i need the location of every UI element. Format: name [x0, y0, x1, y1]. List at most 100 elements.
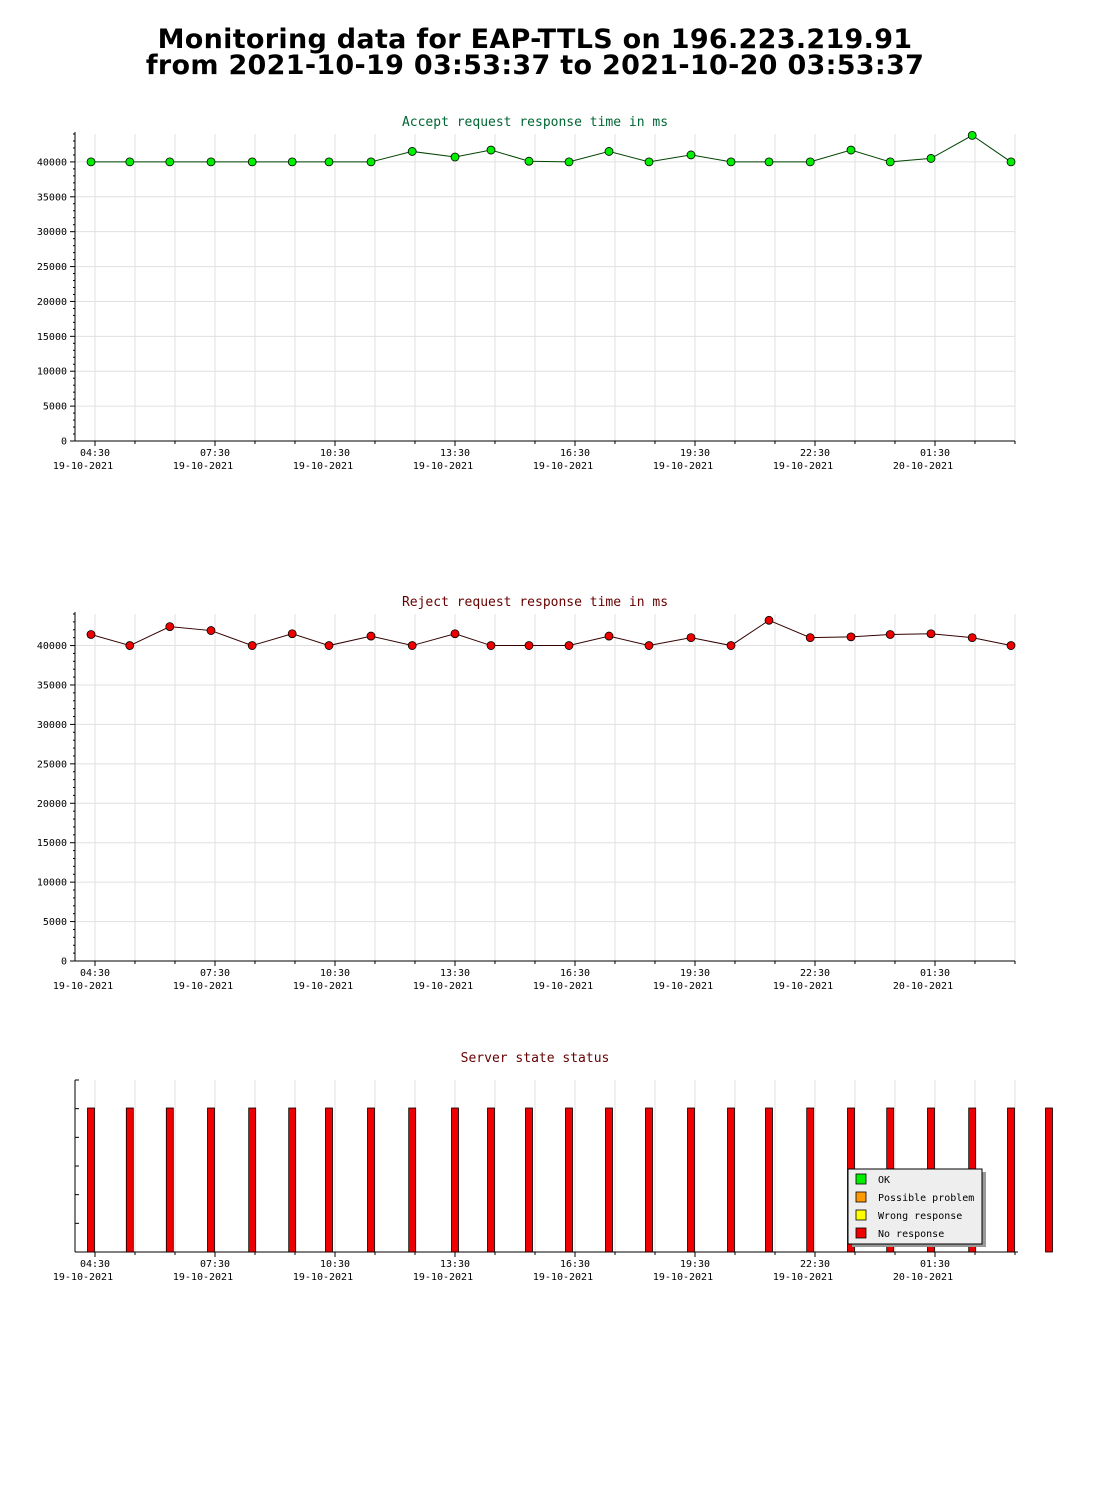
reject-data-point	[366, 631, 376, 641]
reject-x-tick-date: 19-10-2021	[293, 981, 353, 992]
status-bar	[525, 1107, 533, 1253]
reject-x-tick-time: 13:30	[440, 968, 470, 979]
status-bar	[687, 1107, 695, 1253]
reject-data-point	[604, 631, 614, 641]
reject-data-point	[926, 629, 936, 639]
status-bar	[1045, 1107, 1053, 1253]
accept-y-tick-label: 25000	[37, 262, 67, 273]
status-x-tick-date: 19-10-2021	[293, 1272, 353, 1283]
status-bar	[1007, 1107, 1015, 1253]
reject-y-tick-label: 40000	[37, 641, 67, 652]
accept-data-point	[686, 150, 696, 160]
legend-swatch	[855, 1209, 867, 1221]
reject-data-point	[764, 615, 774, 625]
reject-data-point	[86, 630, 96, 639]
accept-data-point	[366, 157, 376, 167]
accept-data-point	[564, 157, 574, 167]
status-x-tick-date: 19-10-2021	[413, 1272, 473, 1283]
status-x-tick-time: 22:30	[800, 1259, 830, 1270]
accept-x-tick-date: 19-10-2021	[773, 461, 833, 472]
status-bar	[451, 1107, 459, 1253]
legend-box	[847, 1168, 983, 1245]
reject-x-tick-time: 16:30	[560, 968, 590, 979]
status-bar	[248, 1107, 257, 1253]
accept-y-tick-label: 0	[61, 437, 67, 448]
reject-data-point	[524, 641, 534, 650]
legend-label: No response	[878, 1229, 944, 1240]
reject-data-point	[686, 633, 696, 643]
page-title-line-2: from 2021-10-19 03:53:37 to 2021-10-20 0…	[145, 50, 925, 81]
accept-x-tick-time: 04:30	[80, 448, 110, 459]
reject-x-tick-time: 10:30	[320, 968, 350, 979]
reject-y-tick-label: 15000	[37, 838, 67, 849]
reject-data-point	[644, 641, 654, 650]
reject-data-point	[885, 630, 895, 639]
accept-x-tick-date: 19-10-2021	[413, 461, 473, 472]
reject-data-point	[726, 641, 736, 650]
status-bar	[645, 1107, 653, 1253]
status-bar	[367, 1107, 375, 1253]
legend-label: Possible problem	[878, 1193, 974, 1204]
reject-x-tick-date: 19-10-2021	[53, 981, 113, 992]
accept-data-point	[885, 157, 895, 167]
status-x-tick-date: 20-10-2021	[893, 1272, 953, 1283]
status-bar	[408, 1107, 417, 1253]
reject-x-tick-time: 22:30	[800, 968, 830, 979]
reject-x-tick-time: 19:30	[680, 968, 710, 979]
status-x-tick-date: 19-10-2021	[773, 1272, 833, 1283]
legend-swatch	[855, 1227, 867, 1239]
status-x-tick-time: 16:30	[560, 1259, 590, 1270]
legend-label: OK	[878, 1175, 890, 1186]
status-x-tick-date: 19-10-2021	[653, 1272, 713, 1283]
accept-y-tick-label: 30000	[37, 227, 67, 238]
reject-y-tick-label: 20000	[37, 799, 67, 810]
accept-data-point	[805, 157, 815, 167]
reject-x-tick-time: 01:30	[920, 968, 950, 979]
accept-data-point	[86, 157, 96, 167]
reject-data-point	[450, 629, 460, 639]
accept-data-point	[407, 147, 417, 156]
reject-data-point	[324, 641, 334, 650]
status-bar	[605, 1107, 613, 1253]
reject-x-tick-date: 19-10-2021	[533, 981, 593, 992]
accept-x-tick-time: 07:30	[200, 448, 230, 459]
accept-data-point	[125, 157, 135, 167]
accept-y-tick-label: 20000	[37, 297, 67, 308]
status-bar	[87, 1107, 95, 1253]
reject-x-tick-time: 07:30	[200, 968, 230, 979]
reject-data-point	[125, 641, 135, 650]
status-bar	[806, 1107, 815, 1253]
accept-x-tick-date: 19-10-2021	[293, 461, 353, 472]
status-bar	[727, 1107, 735, 1253]
reject-y-tick-label: 30000	[37, 720, 67, 731]
status-bar	[487, 1107, 495, 1253]
status-x-tick-time: 07:30	[200, 1259, 230, 1270]
reject-x-tick-date: 20-10-2021	[893, 981, 953, 992]
accept-data-point	[846, 145, 856, 155]
legend-label: Wrong response	[878, 1211, 962, 1222]
accept-x-tick-time: 10:30	[320, 448, 350, 459]
accept-data-point	[764, 157, 774, 167]
reject-x-tick-date: 19-10-2021	[173, 981, 233, 992]
accept-data-point	[486, 145, 496, 155]
legend-swatch	[855, 1173, 867, 1185]
reject-x-tick-date: 19-10-2021	[653, 981, 713, 992]
accept-data-point	[324, 157, 334, 167]
reject-chart-title: Reject request response time in ms	[402, 595, 668, 610]
status-legend: OK Possible problem Wrong response No respo…	[847, 1168, 986, 1247]
accept-data-point	[165, 157, 175, 167]
accept-x-tick-date: 19-10-2021	[173, 461, 233, 472]
accept-data-point	[726, 157, 736, 167]
status-x-tick-time: 01:30	[920, 1259, 950, 1270]
accept-x-tick-date: 19-10-2021	[653, 461, 713, 472]
accept-x-tick-date: 20-10-2021	[893, 461, 953, 472]
status-bar	[125, 1107, 134, 1253]
accept-x-tick-time: 13:30	[440, 448, 470, 459]
status-bar	[565, 1107, 573, 1253]
reject-data-point	[247, 641, 257, 650]
reject-data-point	[165, 622, 175, 632]
status-bar	[765, 1107, 773, 1253]
status-bar	[288, 1107, 297, 1253]
status-bar	[325, 1107, 333, 1253]
status-bar	[207, 1107, 215, 1253]
